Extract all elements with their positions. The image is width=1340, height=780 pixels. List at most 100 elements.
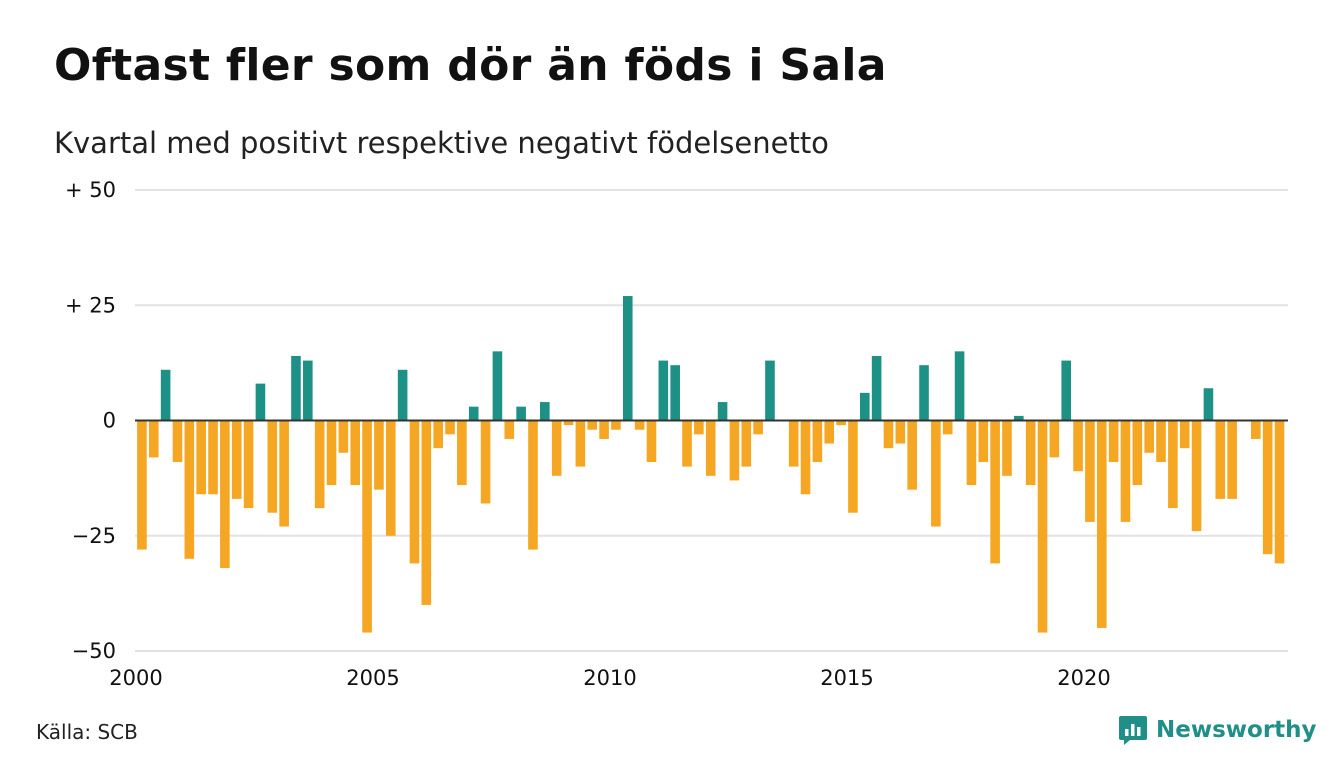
bar-negative [457,420,467,486]
bar-negative [1108,420,1119,462]
chart-title: Oftast fler som dör än föds i Sala [54,40,887,91]
bar-negative [1073,420,1083,472]
y-tick-label: + 50 [65,178,116,202]
bar-negative [409,420,420,564]
bar-negative [741,420,752,467]
bar-negative [646,420,657,462]
bar-negative [1251,420,1261,439]
bar-negative [1168,420,1178,509]
y-axis-ticks: + 50 + 25 0 −25 −50 [65,178,116,663]
bar-positive [397,369,408,421]
bar-negative [1037,420,1048,633]
bar-negative [634,420,645,430]
bar-negative [978,420,989,462]
bar-negative [1179,420,1190,449]
brand-name: Newsworthy [1156,717,1317,743]
bar-negative [350,420,361,486]
bar-negative [1144,420,1154,453]
bar-negative [172,420,183,462]
bar-negative [1096,420,1107,628]
bar-positive [1203,388,1214,421]
bar-negative [137,420,147,550]
bar-negative [587,420,598,430]
bar-negative [208,420,218,495]
bar-negative [788,420,799,467]
bar-negative [326,420,337,486]
bar-negative [1215,420,1226,499]
y-tick-label: 0 [103,409,116,433]
bar-negative [694,420,704,435]
bar-positive [160,369,171,421]
bar-negative [528,420,538,550]
bar-negative [338,420,349,453]
bar-positive [1061,360,1072,421]
bar-negative [1049,420,1060,458]
x-tick-label: 2015 [820,666,873,690]
bar-positive [303,360,313,421]
bar-negative [812,420,823,462]
bar-negative [729,420,740,481]
bar-negative [1025,420,1036,486]
bar-negative [480,420,491,504]
bar-negative [800,420,811,495]
bar-positive [255,383,266,421]
chart-subtitle: Kvartal med positivt respektive negativt… [54,126,829,160]
bar-positive [919,365,929,421]
bar-negative [563,420,574,426]
bar-positive [291,355,301,421]
bar-positive [468,406,479,421]
bar-positive [516,406,526,421]
bar-negative [1156,420,1166,462]
bar-negative [942,420,953,435]
bar-negative [148,420,159,458]
bar-positive [717,402,728,421]
x-axis-ticks: 2000 2005 2010 2015 2020 [109,666,1110,690]
bar-negative [836,420,846,426]
bar-negative [1120,420,1131,522]
bar-negative [990,420,1000,564]
bar-negative [848,420,858,513]
bar-negative [1227,420,1237,499]
bar-negative [196,420,206,495]
y-tick-label: −50 [72,639,116,663]
bar-negative [385,420,396,536]
bar-negative [575,420,586,467]
bar-negative [267,420,278,513]
bar-negative [895,420,906,444]
bar-negative [931,420,941,527]
brand-chart-icon [1119,716,1147,745]
bar-negative [220,420,230,569]
bar-negative [682,420,692,467]
source-note: Källa: SCB [36,720,138,744]
x-tick-label: 2000 [109,666,162,690]
bar-negative [374,420,384,490]
bar-negative [433,420,443,449]
bar-negative [445,420,455,435]
bar-positive [622,296,633,421]
bar-positive [765,360,775,421]
bar-negative [705,420,716,476]
bar-negative [421,420,432,605]
bar-negative [279,420,289,527]
grid-lines [135,189,1288,652]
bar-negative [1262,420,1273,555]
y-tick-label: −25 [72,524,116,548]
bar-negative [551,420,562,476]
bar-positive [658,360,669,421]
bar-positive [871,355,882,421]
bar-negative [966,420,977,486]
x-tick-label: 2020 [1057,666,1110,690]
bar-negative [362,420,372,633]
y-tick-label: + 25 [65,293,116,317]
bar-negative [1132,420,1143,486]
bar-negative [184,420,195,559]
bar-positive [954,351,965,421]
bar-positive [540,402,550,421]
brand-logo: Newsworthy [1118,714,1317,746]
bar-negative [1191,420,1202,532]
bar-negative [243,420,254,509]
bar-negative [504,420,515,439]
bar-positive [670,365,680,421]
x-tick-label: 2005 [346,666,399,690]
